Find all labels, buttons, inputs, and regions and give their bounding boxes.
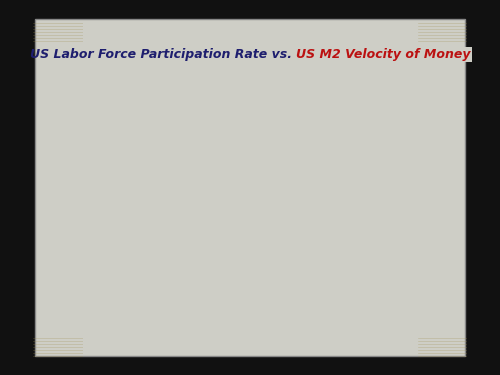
Text: US Labor Force Participation Rate vs. US M2 Velocity of Money: US Labor Force Participation Rate vs. US… — [30, 48, 470, 61]
Text: US M2 Velocity of Money: US M2 Velocity of Money — [296, 48, 470, 61]
